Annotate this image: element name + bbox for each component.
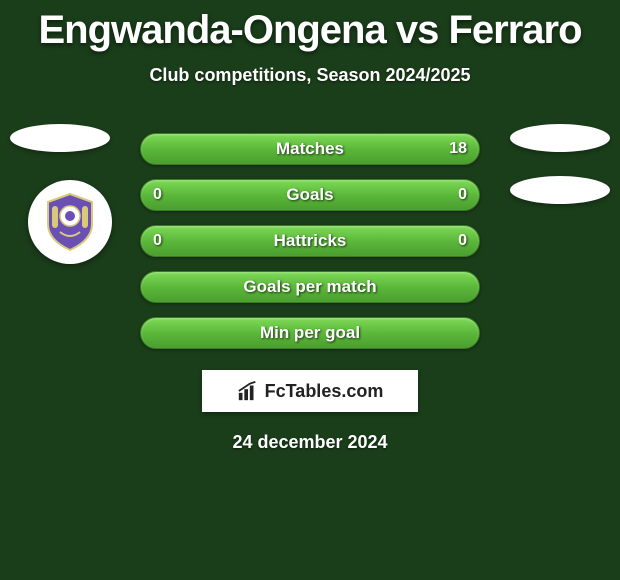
stat-pill: Goals per match	[140, 271, 480, 303]
brand-box: FcTables.com	[202, 370, 418, 412]
stat-right-value: 0	[458, 232, 467, 250]
stat-label: Min per goal	[260, 323, 360, 343]
stat-label: Goals per match	[243, 277, 376, 297]
comparison-subtitle: Club competitions, Season 2024/2025	[0, 65, 620, 86]
stat-pill: 0 Hattricks 0	[140, 225, 480, 257]
stat-right-value: 0	[458, 186, 467, 204]
stat-left-value: 0	[153, 232, 162, 250]
stat-label: Goals	[286, 185, 333, 205]
stat-pill: Min per goal	[140, 317, 480, 349]
stat-pill: 0 Goals 0	[140, 179, 480, 211]
stat-label: Hattricks	[274, 231, 347, 251]
stat-row-hattricks: 0 Hattricks 0	[0, 218, 620, 264]
comparison-title: Engwanda-Ongena vs Ferraro	[0, 0, 620, 53]
stat-pill: Matches 18	[140, 133, 480, 165]
stat-left-value: 0	[153, 186, 162, 204]
stat-row-goals-per-match: Goals per match	[0, 264, 620, 310]
stat-rows: Matches 18 0 Goals 0 0 Hattricks 0 Goals…	[0, 126, 620, 356]
stat-label: Matches	[276, 139, 344, 159]
stat-row-goals: 0 Goals 0	[0, 172, 620, 218]
stat-row-matches: Matches 18	[0, 126, 620, 172]
date-text: 24 december 2024	[0, 432, 620, 453]
stat-right-value: 18	[449, 140, 467, 158]
bar-chart-icon	[237, 380, 259, 402]
stat-row-min-per-goal: Min per goal	[0, 310, 620, 356]
brand-text: FcTables.com	[265, 381, 384, 402]
